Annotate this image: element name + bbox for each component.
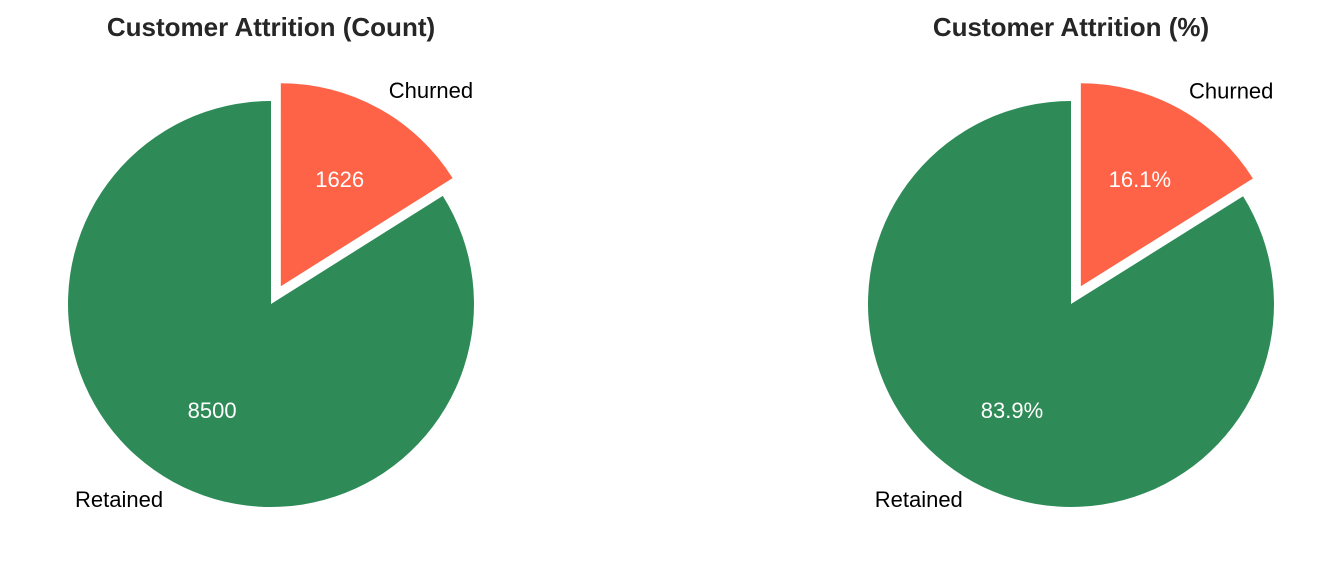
chart-title: Customer Attrition (Count) — [107, 12, 435, 42]
pie-slice-retained — [868, 101, 1274, 507]
slice-label-churned: Churned — [1189, 78, 1273, 103]
pie-chart-percent: Customer Attrition (%) Retained 83.9% Chur… — [868, 12, 1274, 512]
slice-label-churned: Churned — [389, 78, 473, 103]
pie-slice-retained — [68, 101, 475, 507]
chart-title: Customer Attrition (%) — [933, 12, 1209, 42]
pie-chart-count: Customer Attrition (Count) Retained 8500 C… — [68, 12, 475, 512]
slice-value-churned: 1626 — [315, 167, 364, 192]
slice-label-retained: Retained — [75, 487, 163, 512]
pie-slice-churned — [280, 83, 453, 287]
slice-value-retained: 83.9% — [981, 398, 1043, 423]
pie-slice-churned — [1080, 83, 1253, 287]
slice-value-churned: 16.1% — [1109, 167, 1171, 192]
slice-label-retained: Retained — [875, 487, 963, 512]
slice-value-retained: 8500 — [188, 398, 237, 423]
